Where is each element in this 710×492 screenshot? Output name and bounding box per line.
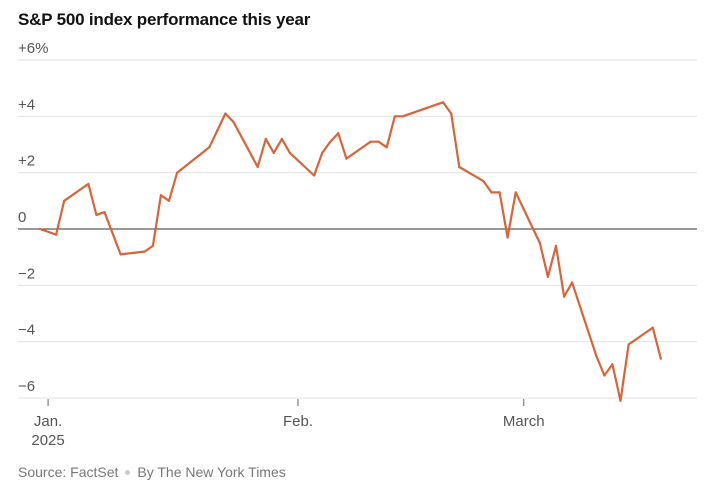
data-point xyxy=(651,326,654,329)
data-point xyxy=(619,399,622,402)
data-point xyxy=(385,146,388,149)
x-axis: Jan. 2025 Feb. March xyxy=(31,399,545,449)
data-point xyxy=(659,357,662,360)
data-point xyxy=(313,174,316,177)
data-point xyxy=(216,129,219,132)
data-point xyxy=(288,151,291,154)
data-point xyxy=(256,165,259,169)
data-point xyxy=(571,281,574,284)
data-point xyxy=(458,165,461,169)
data-point xyxy=(55,233,58,236)
data-point xyxy=(595,354,598,357)
data-point xyxy=(272,151,275,154)
data-point xyxy=(151,244,154,247)
x-tick-label: March xyxy=(503,413,545,430)
data-point xyxy=(95,213,98,216)
separator-dot xyxy=(125,469,131,475)
data-point xyxy=(87,182,90,185)
data-point xyxy=(450,112,453,115)
chart-title: S&P 500 index performance this year xyxy=(18,10,311,29)
data-point xyxy=(280,137,283,140)
data-point xyxy=(538,242,542,245)
data-point xyxy=(103,211,106,214)
data-point xyxy=(167,199,171,202)
data-point xyxy=(63,199,66,202)
y-tick-label: −6 xyxy=(18,378,35,395)
y-tick-label: +6% xyxy=(18,40,48,57)
chart-footer: Source: FactSet By The New York Times xyxy=(18,464,286,480)
x-tick-label: Jan. xyxy=(34,413,62,430)
data-point xyxy=(490,191,493,194)
data-point xyxy=(264,137,267,140)
data-point xyxy=(143,250,146,253)
y-tick-label: −2 xyxy=(18,265,35,282)
data-point xyxy=(546,275,550,278)
y-axis: +6% +4 +2 0 −2 −4 −6 xyxy=(18,40,48,395)
data-point xyxy=(345,157,348,160)
data-point xyxy=(603,374,606,377)
data-point xyxy=(321,151,324,154)
data-point xyxy=(369,140,372,143)
x-tick-sublabel: 2025 xyxy=(31,432,64,449)
data-point xyxy=(498,191,501,194)
series-line xyxy=(38,101,662,402)
source-credit: Source: FactSet xyxy=(18,464,119,480)
y-tick-label: +4 xyxy=(18,96,35,113)
data-point xyxy=(434,104,437,107)
data-point xyxy=(506,236,509,239)
data-point xyxy=(563,295,566,298)
data-point xyxy=(119,253,122,256)
data-point xyxy=(377,140,380,143)
data-point xyxy=(208,146,211,149)
y-tick-label: +2 xyxy=(18,153,35,170)
data-point xyxy=(611,363,614,366)
data-point xyxy=(554,244,558,247)
y-tick-label: −4 xyxy=(18,322,35,339)
data-point xyxy=(482,180,485,183)
data-point xyxy=(514,191,517,194)
data-point xyxy=(337,132,340,135)
data-point xyxy=(224,112,227,115)
data-point xyxy=(38,227,42,231)
data-point xyxy=(401,115,404,118)
data-point xyxy=(159,194,162,197)
y-tick-label: 0 xyxy=(18,209,26,226)
data-point xyxy=(329,140,332,143)
byline: By The New York Times xyxy=(137,464,286,480)
data-point xyxy=(176,171,179,174)
series-layer xyxy=(38,101,662,402)
data-point xyxy=(442,101,445,104)
data-point xyxy=(627,343,630,346)
data-point xyxy=(393,115,396,118)
data-point xyxy=(232,120,235,124)
x-tick-label: Feb. xyxy=(283,413,313,430)
gridlines xyxy=(18,59,697,399)
